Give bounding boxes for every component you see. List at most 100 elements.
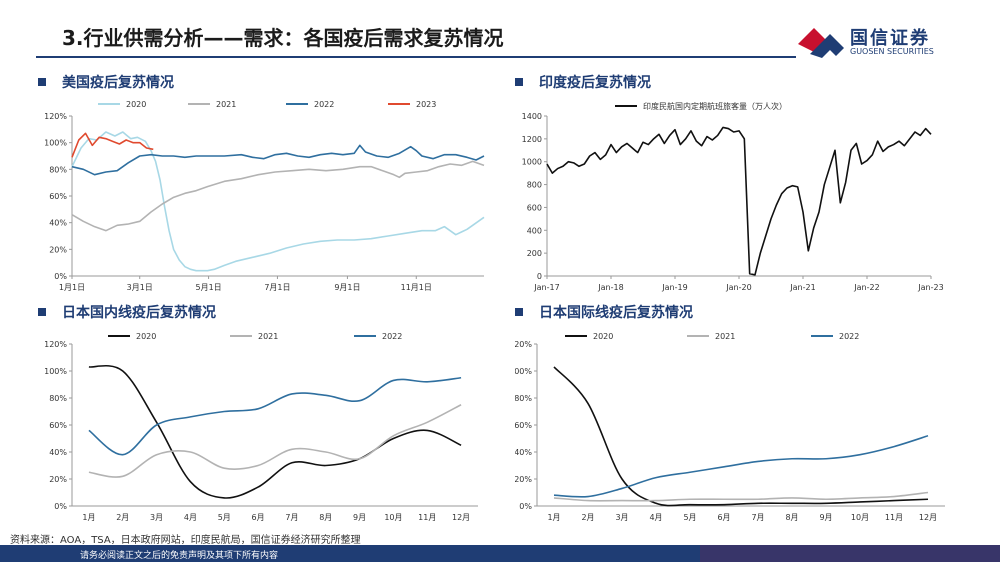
x-tick-label: 5月 xyxy=(218,513,231,522)
y-tick-label: 120% xyxy=(515,340,532,349)
series-line-2020 xyxy=(71,131,485,272)
panel-japan-international: 日本国际线疫后复苏情况 0% 20% 40% 60% 80% 100% 120% 1月 2月 3月… xyxy=(515,302,985,528)
x-tick-label: 4月 xyxy=(649,513,662,522)
x-tick-label: Jan-23 xyxy=(917,283,943,292)
panel-bullet-icon xyxy=(38,308,46,316)
y-tick-label: 60% xyxy=(49,421,67,430)
legend-label: 2020 xyxy=(136,332,156,341)
brand-name-en: GUOSEN SECURITIES xyxy=(850,47,934,56)
series-line-2023 xyxy=(71,132,154,158)
x-tick-label: 3月 xyxy=(615,513,628,522)
y-tick-label: 0% xyxy=(54,502,67,511)
legend-label: 2022 xyxy=(314,100,334,109)
y-tick-label: 1000 xyxy=(522,158,542,167)
x-tick-label: Jan-21 xyxy=(789,283,815,292)
y-tick-label: 80% xyxy=(515,394,532,403)
series-line-印度民航国内定期航班旅客量（万人次） xyxy=(546,126,932,276)
legend-label: 2021 xyxy=(258,332,278,341)
page-title: 3.行业供需分析——需求：各国疫后需求复苏情况 xyxy=(62,26,504,50)
y-tick-label: 40% xyxy=(49,448,67,457)
panel-japan-domestic: 日本国内线疫后复苏情况 0% 20% 40% 60% 80% 100% 120% 1月 2月 3月… xyxy=(38,302,508,528)
y-tick-label: 100% xyxy=(44,139,67,148)
x-tick-label: 6月 xyxy=(252,513,265,522)
series-line-2022 xyxy=(553,435,929,498)
y-tick-label: 1200 xyxy=(522,135,542,144)
panel-india: 印度疫后复苏情况 0 200 400 600 800 1000 1200 1400 Jan-17… xyxy=(515,72,985,298)
y-tick-label: 0% xyxy=(54,272,67,281)
source-note: 资料来源：AOA，TSA，日本政府网站，印度民航局，国信证券经济研究所整理 xyxy=(10,535,361,546)
panel-bullet-icon xyxy=(38,78,46,86)
y-tick-label: 20% xyxy=(49,245,67,254)
x-tick-label: 10月 xyxy=(851,513,869,522)
series-line-2021 xyxy=(553,491,929,502)
x-tick-label: 9月 xyxy=(819,513,832,522)
legend-label: 2021 xyxy=(216,100,236,109)
guosen-logo-icon xyxy=(798,28,844,58)
y-tick-label: 40% xyxy=(49,219,67,228)
legend-label: 2020 xyxy=(593,332,613,341)
x-tick-label: Jan-19 xyxy=(661,283,687,292)
x-tick-label: 9月1日 xyxy=(334,283,360,292)
x-tick-label: 5月 xyxy=(683,513,696,522)
panel-title: 印度疫后复苏情况 xyxy=(539,75,651,91)
y-tick-label: 40% xyxy=(515,448,532,457)
y-tick-label: 200 xyxy=(527,249,542,258)
x-tick-label: 10月 xyxy=(384,513,402,522)
series-line-2021 xyxy=(71,160,485,232)
legend-label: 2021 xyxy=(715,332,735,341)
series-line-2020 xyxy=(553,366,929,507)
series-line-2022 xyxy=(71,144,485,176)
x-tick-label: 8月 xyxy=(785,513,798,522)
y-tick-label: 1400 xyxy=(522,112,542,121)
disclaimer: 请务必阅读正文之后的免责声明及其项下所有内容 xyxy=(80,551,279,561)
panel-title: 日本国内线疫后复苏情况 xyxy=(62,305,216,321)
y-tick-label: 60% xyxy=(515,421,532,430)
legend-label: 2020 xyxy=(126,100,146,109)
y-tick-label: 600 xyxy=(527,203,542,212)
legend-label: 2022 xyxy=(839,332,859,341)
panel-title: 日本国际线疫后复苏情况 xyxy=(539,305,693,321)
x-tick-label: 7月 xyxy=(751,513,764,522)
x-tick-label: 7月1日 xyxy=(264,283,290,292)
y-tick-label: 120% xyxy=(44,340,67,349)
x-tick-label: Jan-17 xyxy=(533,283,559,292)
x-tick-label: 3月 xyxy=(150,513,163,522)
x-tick-label: Jan-22 xyxy=(853,283,879,292)
chart-japan-international: 0% 20% 40% 60% 80% 100% 120% 1月 2月 3月 4月 5月 6月 7月 8月 9月… xyxy=(515,332,945,522)
x-tick-label: 5月1日 xyxy=(195,283,221,292)
series-line-2022 xyxy=(88,376,462,456)
brand-name-cn: 国信证券 xyxy=(850,28,930,49)
y-tick-label: 20% xyxy=(515,475,532,484)
y-tick-label: 0% xyxy=(519,502,532,511)
y-tick-label: 100% xyxy=(44,367,67,376)
chart-japan-domestic: 0% 20% 40% 60% 80% 100% 120% 1月 2月 3月 4月 5月 6月 7月 8月 9月… xyxy=(44,332,478,522)
x-tick-label: 2月 xyxy=(581,513,594,522)
y-tick-label: 80% xyxy=(49,394,67,403)
x-tick-label: 1月 xyxy=(82,513,95,522)
brand-logo: 国信证券 GUOSEN SECURITIES xyxy=(796,22,966,64)
x-tick-label: 1月1日 xyxy=(59,283,85,292)
footer-accent xyxy=(700,545,1000,562)
panel-bullet-icon xyxy=(515,78,523,86)
title-divider xyxy=(36,56,796,58)
series-line-2020 xyxy=(88,364,462,499)
x-tick-label: 12月 xyxy=(452,513,470,522)
y-tick-label: 20% xyxy=(49,475,67,484)
y-tick-label: 800 xyxy=(527,181,542,190)
y-tick-label: 80% xyxy=(49,165,67,174)
y-tick-label: 100% xyxy=(515,367,532,376)
y-tick-label: 120% xyxy=(44,112,67,121)
panel-us: 美国疫后复苏情况 0% 20% 40% 60% 80% 100% 120% 1月1日 3月1日 5… xyxy=(38,72,508,298)
panel-title: 美国疫后复苏情况 xyxy=(62,75,174,91)
panel-bullet-icon xyxy=(515,308,523,316)
x-tick-label: 4月 xyxy=(184,513,197,522)
x-tick-label: 11月1日 xyxy=(401,283,432,292)
x-tick-label: 11月 xyxy=(418,513,436,522)
x-tick-label: 8月 xyxy=(319,513,332,522)
footer-bar xyxy=(0,545,1000,562)
x-tick-label: 7月 xyxy=(285,513,298,522)
x-tick-label: 2月 xyxy=(116,513,129,522)
x-tick-label: 3月1日 xyxy=(127,283,153,292)
y-tick-label: 400 xyxy=(527,226,542,235)
x-tick-label: 1月 xyxy=(547,513,560,522)
